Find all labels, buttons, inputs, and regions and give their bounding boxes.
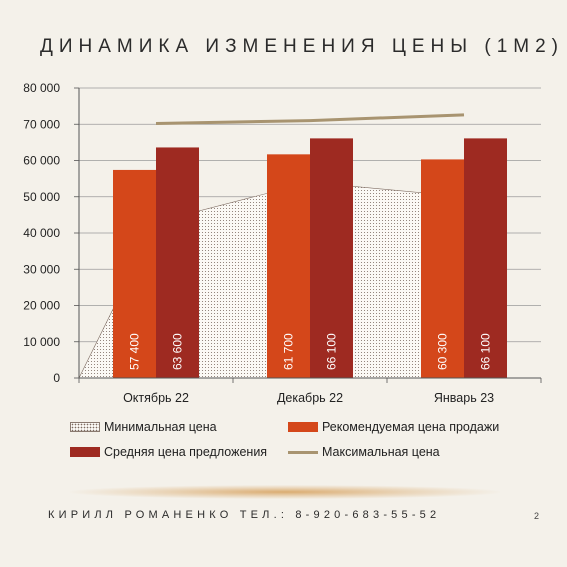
legend-item-recommended-price: Рекомендуемая цена продажи [288, 420, 499, 434]
bar-average [464, 138, 507, 378]
bar-data-label: 66 100 [325, 333, 339, 370]
y-tick-label: 40 000 [23, 226, 60, 240]
bar-data-label: 66 100 [479, 333, 493, 370]
bar-recommended [267, 154, 310, 378]
chart-legend: Минимальная цена Рекомендуемая цена прод… [62, 418, 542, 466]
legend-label: Средняя цена предложения [104, 445, 268, 459]
bar-data-label: 63 600 [171, 333, 185, 370]
legend-swatch-line [288, 450, 318, 454]
y-tick-label: 20 000 [23, 299, 60, 313]
bar-average [156, 147, 199, 378]
y-tick-label: 70 000 [23, 117, 60, 131]
x-category-label: Январь 23 [434, 391, 494, 405]
legend-item-average-price: Средняя цена предложения [70, 445, 267, 459]
y-tick-label: 80 000 [23, 81, 60, 95]
page-number: 2 [534, 511, 540, 521]
legend-swatch-dotted [70, 422, 100, 432]
price-chart: 0 10 000 20 000 30 000 40 000 50 000 60 000 70 … [23, 81, 542, 405]
legend-label: Максимальная цена [322, 445, 440, 459]
bar-data-label: 60 300 [436, 333, 450, 370]
x-category-label: Декабрь 22 [277, 391, 343, 405]
legend-swatch-orange [288, 422, 318, 432]
decorative-divider [70, 485, 500, 499]
y-tick-label: 0 [53, 371, 60, 385]
bar-data-label: 61 700 [282, 333, 296, 370]
legend-label: Минимальная цена [104, 420, 217, 434]
y-tick-label: 30 000 [23, 262, 60, 276]
x-category-label: Октябрь 22 [123, 391, 189, 405]
bar-data-label: 57 400 [128, 333, 142, 370]
y-tick-label: 50 000 [23, 190, 60, 204]
y-tick-label: 60 000 [23, 154, 60, 168]
legend-label: Рекомендуемая цена продажи [322, 420, 500, 434]
bar-average [310, 138, 353, 378]
footer-contact: КИРИЛЛ РОМАНЕНКО ТЕЛ.: 8-920-683-55-52 [48, 509, 441, 521]
max-price-line [155, 113, 465, 126]
bar-recommended [113, 169, 156, 378]
legend-item-max-price: Максимальная цена [288, 445, 440, 459]
legend-item-min-price: Минимальная цена [70, 420, 217, 434]
slide-title: ДИНАМИКА ИЗМЕНЕНИЯ ЦЕНЫ (1М2) [40, 36, 564, 57]
y-tick-label: 10 000 [23, 335, 60, 349]
legend-swatch-red [70, 447, 100, 457]
bar-recommended [421, 159, 464, 378]
